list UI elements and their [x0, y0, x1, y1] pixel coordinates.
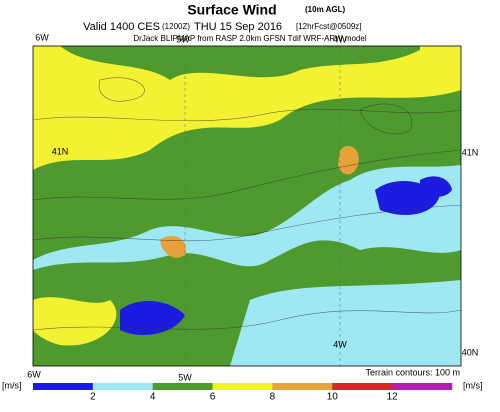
- lon-label: 5W: [176, 34, 190, 44]
- wind-region: [338, 145, 359, 175]
- lon-label: 6W: [35, 32, 49, 42]
- terrain-note: Terrain contours: 100 m: [365, 367, 460, 377]
- colorbar-tick-label: 12: [387, 392, 399, 403]
- lat-label: 41N: [462, 147, 479, 157]
- source: DrJack BLIPMAP from RASP 2.0km GFSN Tdif…: [133, 34, 366, 43]
- colorbar-tick-label: 2: [90, 392, 96, 403]
- wind-region: [33, 297, 117, 346]
- colorbar-tick-label: 10: [327, 392, 339, 403]
- title-note: (10m AGL): [305, 5, 345, 14]
- unit-label: [m/s]: [2, 380, 22, 390]
- colorbar-tick-label: 6: [210, 392, 216, 403]
- colorbar-segment: [272, 383, 333, 390]
- unit-label: [m/s]: [463, 380, 483, 390]
- colorbar-tick-label: 8: [270, 392, 276, 403]
- colorbar-segment: [92, 383, 154, 390]
- wind-region: [120, 300, 185, 335]
- wind-region: [420, 176, 452, 197]
- lon-label: 4W: [333, 339, 347, 349]
- colorbar: 2 4 6 8 10 12: [33, 383, 453, 403]
- wind-region: [33, 46, 461, 170]
- lon-label: 5W: [178, 372, 192, 382]
- map: [32, 45, 462, 367]
- colorbar-tick-label: 4: [150, 392, 156, 403]
- colorbar-segment: [33, 383, 94, 390]
- colorbar-segment: [392, 383, 453, 390]
- utc: (1200Z): [162, 22, 190, 31]
- forecast: [12hrFcst@0509z]: [296, 22, 361, 31]
- colorbar-segment: [332, 383, 393, 390]
- colorbar-segment: [212, 383, 273, 390]
- date: THU 15 Sep 2016: [194, 21, 282, 33]
- wind-region: [230, 280, 461, 366]
- lon-label: 4W: [333, 34, 347, 44]
- wind-region: [60, 46, 420, 80]
- lat-label: 40N: [462, 347, 479, 357]
- wind-region: [160, 235, 186, 258]
- colorbar-segment: [152, 383, 213, 390]
- title: Surface Wind: [187, 2, 276, 18]
- valid: Valid 1400 CES: [83, 21, 160, 33]
- lon-label: 6W: [27, 369, 41, 379]
- lat-label: 41N: [52, 146, 69, 156]
